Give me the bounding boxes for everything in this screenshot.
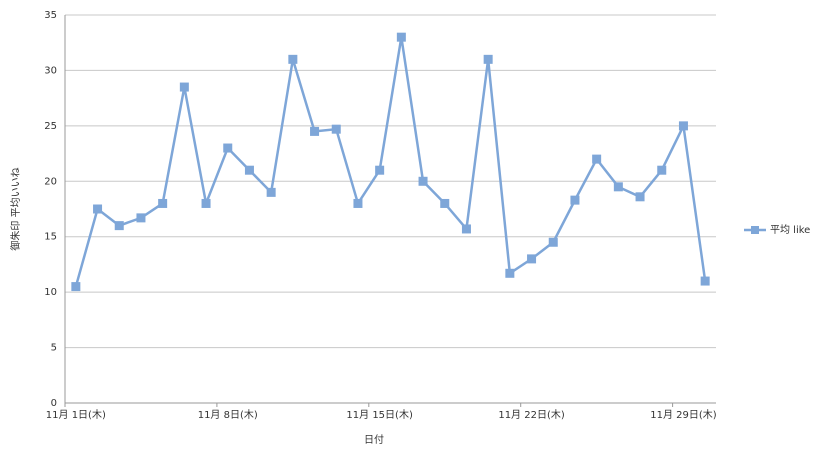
point-marker [461,224,471,234]
point-marker [613,182,623,192]
x-axis-label: 日付 [364,433,384,446]
point-marker [288,54,298,64]
point-marker [375,165,385,175]
point-marker [244,165,254,175]
point-marker [136,213,146,223]
point-marker [527,254,537,264]
point-marker [396,32,406,42]
point-marker [483,54,493,64]
y-tick-label: 15 [44,232,57,243]
point-marker [331,124,341,134]
legend-label: 平均 like [770,224,810,236]
y-tick-label: 30 [44,65,57,76]
point-marker [114,221,124,231]
y-axis-label: 御朱印 平均いいね [9,167,22,250]
point-marker [71,282,81,292]
x-tick-label: 11月 8日(木) [198,409,258,421]
point-marker [93,204,103,214]
x-tick-label: 11月 1日(木) [46,409,106,421]
point-marker [223,143,233,153]
y-tick-label: 0 [51,398,57,409]
point-marker [657,165,667,175]
point-marker [570,195,580,205]
x-tick-label: 11月 22日(木) [498,409,565,421]
point-marker [635,192,645,202]
y-tick-label: 10 [44,287,57,298]
point-marker [418,176,428,186]
point-marker [353,198,363,208]
series-line [74,36,707,287]
y-tick-label: 35 [44,10,57,21]
x-tick-label: 11月 29日(木) [650,409,717,421]
point-marker [158,198,168,208]
point-marker [440,198,450,208]
point-marker [201,198,211,208]
point-marker [266,187,276,197]
point-marker [700,276,710,286]
y-tick-label: 20 [44,176,57,187]
point-marker [505,268,515,278]
x-tick-label: 11月 15日(木) [346,409,413,421]
legend-marker [751,226,759,234]
point-marker [548,237,558,247]
point-marker [678,121,688,131]
point-marker [179,82,189,92]
y-tick-label: 5 [51,343,57,354]
y-tick-label: 25 [44,121,57,132]
point-marker [592,154,602,164]
point-marker [310,126,320,136]
